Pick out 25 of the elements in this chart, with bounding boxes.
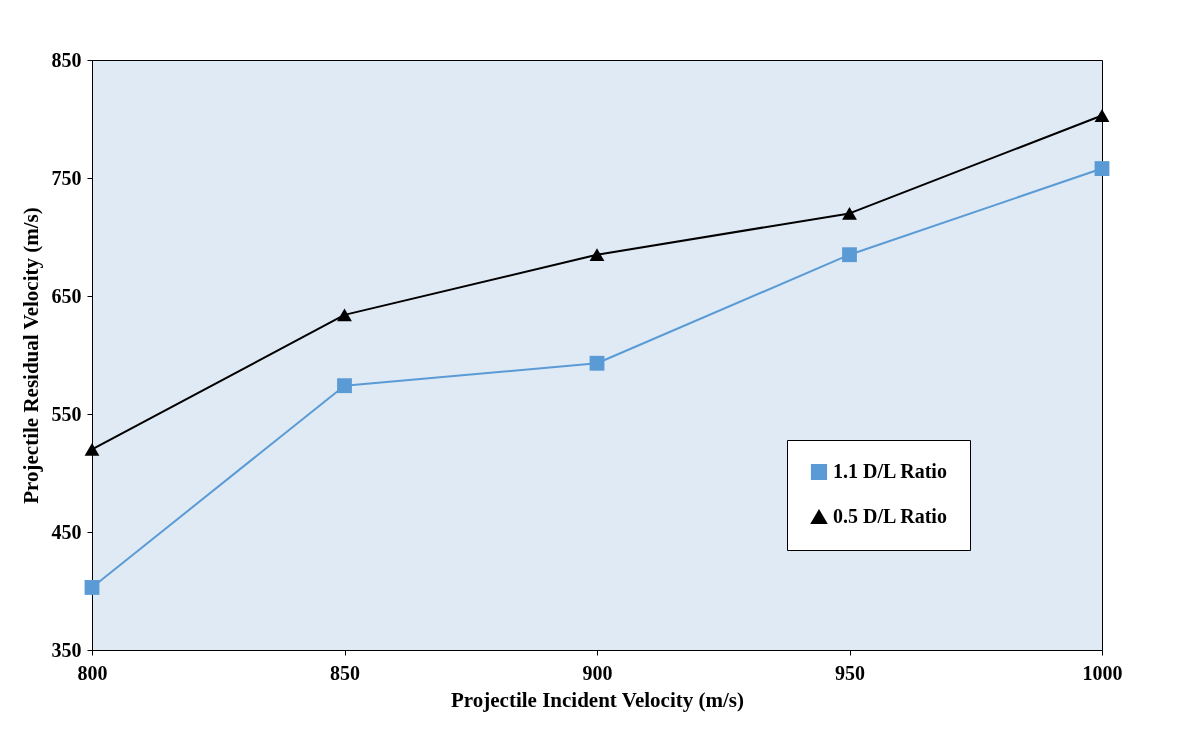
- x-tick-label: 950: [835, 661, 865, 684]
- point: [337, 308, 352, 322]
- x-tick-label: 850: [330, 661, 360, 684]
- point: [589, 248, 605, 262]
- y-axis-title: Projectile Residual Velocity (m/s): [18, 207, 43, 504]
- x-tick-label: 900: [582, 661, 613, 684]
- y-tick-label: 350: [51, 638, 82, 661]
- x-axis-title: Projectile Incident Velocity (m/s): [451, 687, 744, 712]
- point: [842, 206, 857, 220]
- y-tick-label: 750: [51, 166, 82, 189]
- point: [337, 378, 352, 394]
- point: [1094, 161, 1110, 176]
- y-tick-label: 850: [51, 48, 82, 71]
- y-tick-label: 650: [51, 284, 82, 307]
- legend-label: 0.5 D/L Ratio: [833, 505, 947, 527]
- point: [1094, 109, 1110, 122]
- y-tick-label: 550: [51, 402, 82, 425]
- point: [589, 355, 605, 371]
- point: [84, 442, 100, 456]
- point: [842, 247, 857, 263]
- point: [84, 580, 100, 595]
- legend-label: 1.1 D/L Ratio: [833, 460, 947, 482]
- y-tick-label: 450: [51, 520, 82, 543]
- x-tick-label: 800: [77, 661, 108, 684]
- x-tick-label: 1000: [1082, 661, 1123, 684]
